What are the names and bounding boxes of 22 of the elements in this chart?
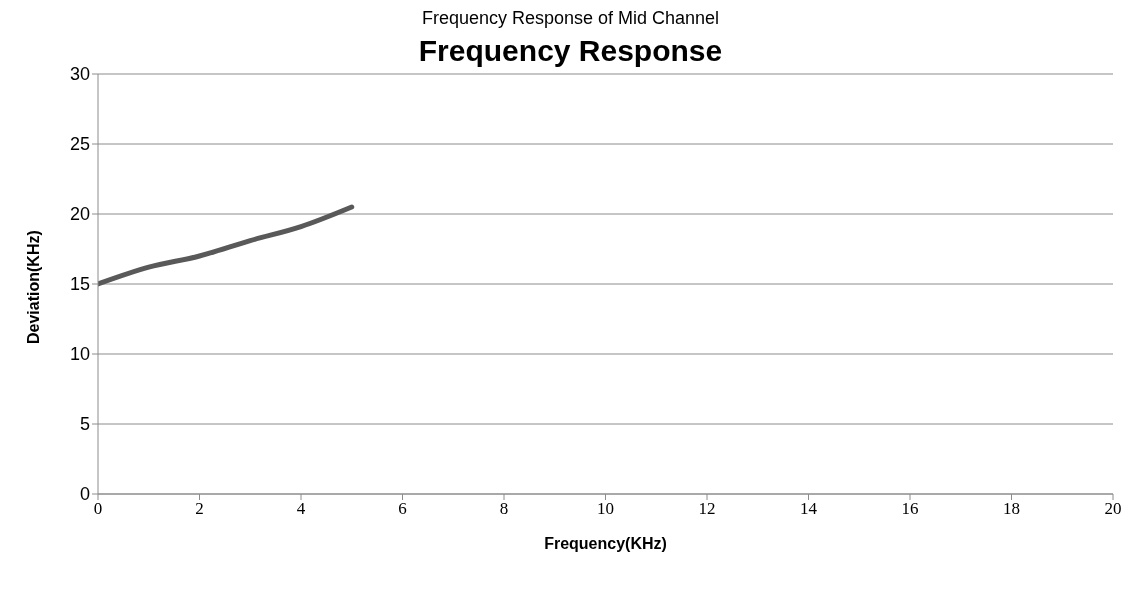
x-tick-label: 14	[800, 499, 818, 519]
chart-subtitle: Frequency Response	[417, 34, 724, 67]
y-tick-label: 25	[69, 134, 90, 155]
chart-title: Frequency Response of Mid Channel	[420, 8, 721, 30]
y-axis-title: Deviation(KHz)	[24, 230, 42, 344]
x-tick-label: 8	[499, 499, 509, 519]
y-tick-label: 30	[69, 64, 90, 85]
x-tick-label: 4	[296, 499, 306, 519]
y-tick-label: 0	[79, 484, 90, 505]
y-tick-label: 5	[79, 414, 90, 435]
x-axis-title: Frequency(KHz)	[544, 535, 667, 552]
x-tick-label: 10	[597, 499, 614, 519]
x-tick-label: 12	[698, 499, 716, 519]
x-tick-label: 16	[901, 499, 919, 519]
x-tick-label: 2	[195, 499, 204, 519]
x-tick-label: 6	[398, 499, 407, 519]
y-tick-label: 15	[69, 274, 90, 295]
y-tick-label: 20	[69, 204, 90, 225]
x-tick-label: 18	[1003, 499, 1020, 519]
x-tick-label: 0	[93, 499, 103, 519]
y-tick-label: 10	[69, 344, 90, 365]
x-tick-label: 20	[1104, 499, 1122, 519]
